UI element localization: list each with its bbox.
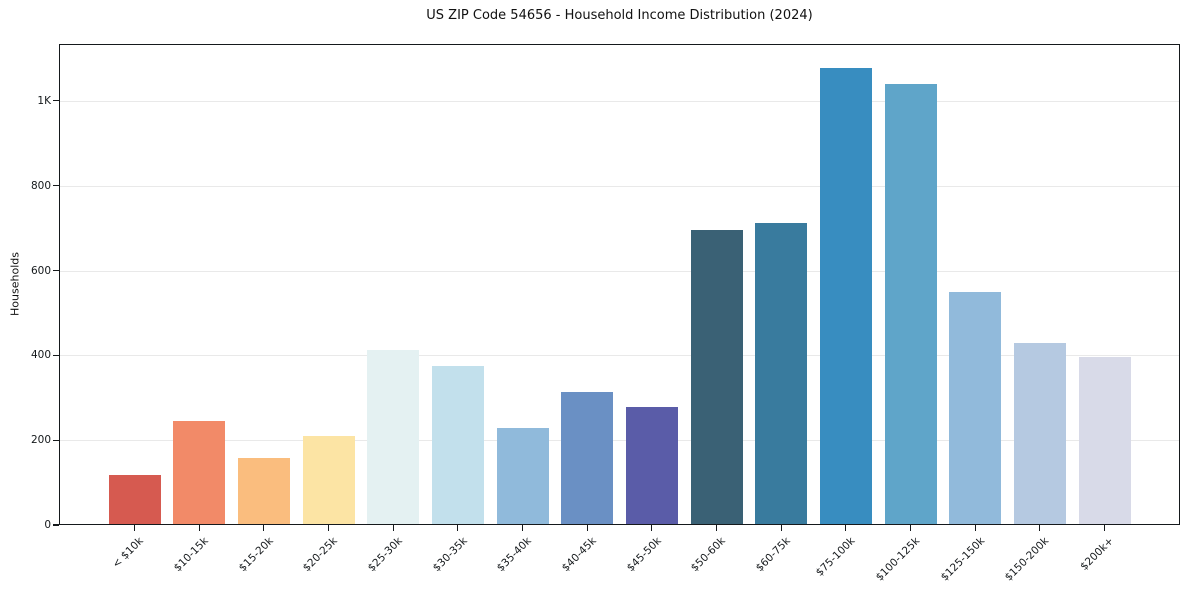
x-tick-mark	[1103, 525, 1106, 531]
gridline	[59, 270, 1180, 272]
gridline	[59, 100, 1180, 102]
bar	[237, 458, 290, 525]
x-tick-mark	[521, 525, 524, 531]
y-tick-label: 800	[30, 179, 51, 192]
bar	[561, 392, 614, 525]
y-tick-label: 0	[44, 519, 51, 531]
x-tick-mark	[586, 525, 588, 531]
x-tick-mark	[133, 525, 136, 531]
x-tick-mark	[715, 525, 718, 531]
y-tick-mark	[53, 269, 59, 272]
bar	[819, 67, 872, 525]
bar	[496, 428, 549, 525]
bar	[367, 349, 420, 525]
gridline	[59, 185, 1180, 187]
y-tick-mark	[53, 185, 59, 187]
y-axis-label: Households	[8, 252, 22, 316]
chart-title: US ZIP Code 54656 - Household Income Dis…	[426, 8, 813, 23]
bar	[884, 83, 937, 525]
x-tick-mark	[845, 525, 847, 531]
x-tick-mark	[457, 525, 459, 531]
bar	[625, 406, 678, 525]
bar	[1078, 357, 1131, 525]
plot-area	[59, 44, 1180, 525]
x-tick-mark	[909, 525, 912, 531]
y-tick-mark	[53, 439, 59, 441]
y-tick-mark	[53, 100, 59, 102]
y-tick-mark	[53, 524, 59, 526]
bar	[431, 366, 484, 525]
gridline	[59, 355, 1180, 357]
y-tick-label: 200	[30, 434, 51, 447]
bar	[949, 292, 1002, 525]
bar	[755, 222, 808, 525]
gridline	[59, 440, 1180, 442]
x-tick-mark	[1039, 525, 1041, 531]
bar	[108, 474, 161, 525]
x-tick-mark	[780, 525, 782, 531]
y-tick-label: 400	[30, 349, 51, 362]
x-tick-mark	[263, 525, 265, 531]
bar	[690, 230, 743, 525]
bar	[1013, 342, 1066, 525]
y-tick-label: 1K	[37, 94, 51, 107]
x-tick-mark	[974, 525, 976, 531]
y-tick-label: 600	[30, 264, 51, 277]
bar	[302, 435, 355, 525]
y-tick-mark	[53, 354, 59, 356]
x-tick-mark	[392, 525, 394, 531]
x-tick-mark	[651, 525, 653, 531]
bar	[173, 421, 226, 525]
x-tick-mark	[198, 525, 200, 531]
x-tick-mark	[327, 525, 330, 531]
